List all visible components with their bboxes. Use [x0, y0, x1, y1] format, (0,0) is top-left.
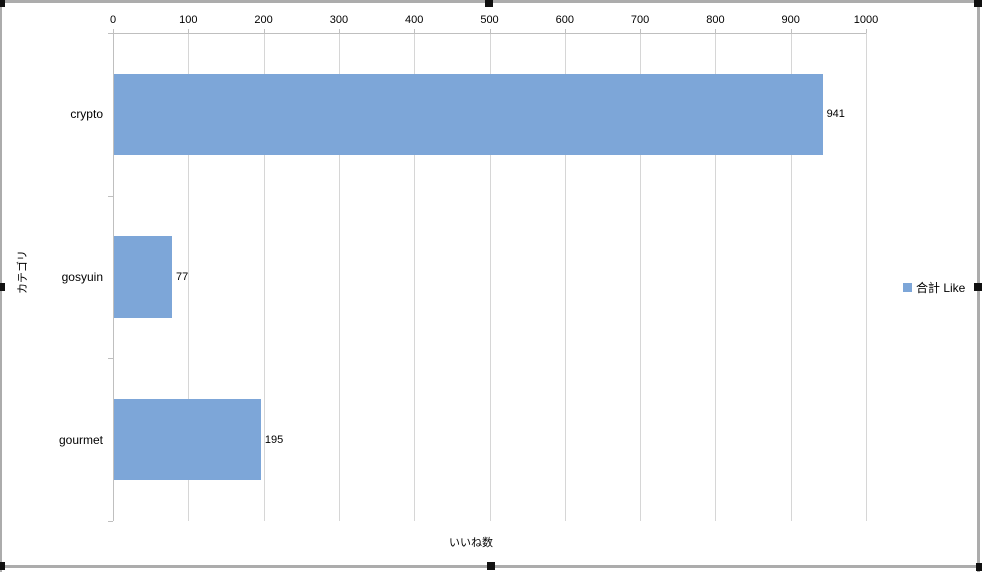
category-label-gosyuin: gosyuin — [61, 270, 103, 284]
x-axis-tick — [263, 29, 265, 33]
x-axis-tick-label: 300 — [329, 14, 349, 26]
x-axis-tick-label: 400 — [405, 14, 424, 26]
data-label-gosyuin: 77 — [175, 271, 189, 283]
resize-handle-left-middle[interactable] — [0, 283, 5, 291]
resize-handle-bottom-left[interactable] — [0, 562, 5, 570]
gridline — [414, 33, 416, 521]
x-axis-tick — [790, 29, 792, 33]
gridline — [715, 33, 717, 521]
gridline — [866, 33, 867, 521]
x-axis-tick-label: 800 — [706, 14, 725, 26]
x-axis-tick-label: 200 — [254, 14, 273, 26]
x-axis-tick-label: 500 — [480, 14, 499, 26]
x-axis-tick — [564, 29, 566, 33]
x-axis-tick-label: 600 — [555, 14, 574, 26]
resize-handle-top-right[interactable] — [974, 0, 982, 7]
category-label-crypto: crypto — [70, 107, 103, 122]
gridline — [564, 33, 566, 521]
gridline — [489, 33, 491, 521]
bar-crypto[interactable] — [114, 73, 823, 155]
y-axis-tick — [108, 195, 113, 197]
resize-handle-top-middle[interactable] — [485, 0, 493, 7]
gridline — [263, 33, 265, 521]
x-axis-tick-label: 100 — [179, 14, 198, 26]
y-axis-line — [113, 33, 114, 521]
data-label-crypto: 941 — [826, 108, 845, 121]
x-axis-tick — [489, 29, 491, 33]
x-axis-tick-label: 900 — [781, 14, 800, 26]
bar-gourmet[interactable] — [114, 399, 261, 481]
y-axis-tick — [108, 521, 113, 522]
legend-swatch-icon — [903, 283, 912, 292]
gridline — [338, 33, 340, 521]
x-axis-tick — [640, 29, 642, 33]
category-label-gourmet: gourmet — [58, 432, 103, 447]
x-axis-title: いいね数 — [449, 537, 493, 549]
x-axis-tick — [188, 29, 190, 33]
resize-handle-right-middle[interactable] — [974, 283, 982, 291]
x-axis-tick — [414, 29, 416, 33]
y-axis-tick — [108, 33, 113, 34]
bar-gosyuin[interactable] — [114, 236, 172, 318]
legend[interactable]: 合計 Like — [903, 279, 965, 296]
x-axis-tick-label: 700 — [630, 14, 650, 26]
gridline — [790, 33, 792, 521]
resize-handle-bottom-right[interactable] — [976, 563, 982, 571]
x-axis-tick — [113, 29, 114, 33]
x-axis-tick-label: 1000 — [853, 14, 879, 26]
x-axis-tick — [338, 29, 340, 33]
resize-handle-bottom-middle[interactable] — [487, 562, 495, 570]
x-axis-tick-label: 0 — [109, 14, 117, 26]
gridline — [640, 33, 642, 521]
gridline — [188, 33, 190, 521]
y-axis-title: カテゴリ — [17, 250, 29, 294]
x-axis-tick — [715, 29, 717, 33]
legend-label: 合計 Like — [916, 281, 966, 295]
resize-handle-top-left[interactable] — [0, 0, 5, 7]
y-axis-tick — [108, 358, 113, 360]
x-axis-tick — [866, 29, 867, 33]
x-axis-line — [113, 33, 866, 34]
data-label-gourmet: 195 — [264, 433, 284, 446]
